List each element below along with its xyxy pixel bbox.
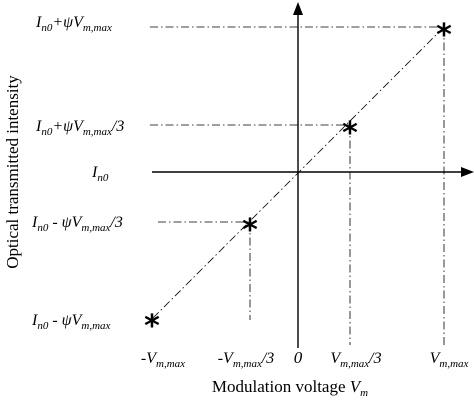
- point-marker-neg-third: *: [242, 213, 258, 248]
- y-label-lower: In0 - ψVm,max/3: [31, 214, 123, 234]
- horizontal-guides: [150, 26, 444, 223]
- point-marker-pos-third: *: [342, 116, 358, 151]
- point-markers: * * * *: [144, 18, 452, 344]
- origin-label: 0: [294, 348, 303, 367]
- vertical-guides: [249, 27, 445, 345]
- y-axis-title: Optical transmitted intensity: [3, 75, 22, 269]
- x-label-pos-full: Vm,max: [430, 350, 469, 370]
- x-axis-title: Modulation voltage Vm: [212, 377, 368, 399]
- point-marker-pos-full: *: [436, 18, 452, 53]
- y-label-center: In0: [91, 164, 109, 184]
- x-label-neg-full: -Vm,max: [141, 350, 185, 370]
- x-label-pos-third: Vm,max/3: [330, 350, 381, 370]
- x-label-neg-third: -Vm,max/3: [218, 350, 275, 370]
- point-marker-neg-full: *: [144, 309, 160, 344]
- y-label-top: In0+ψVm,max: [35, 14, 112, 34]
- y-label-bottom: In0 - ψVm,max: [31, 312, 111, 332]
- y-label-upper: In0+ψVm,max/3: [35, 118, 124, 138]
- x-axis-arrowhead: [461, 167, 474, 177]
- transfer-line: [152, 26, 445, 319]
- axes: [152, 2, 474, 348]
- y-axis-arrowhead: [293, 2, 303, 15]
